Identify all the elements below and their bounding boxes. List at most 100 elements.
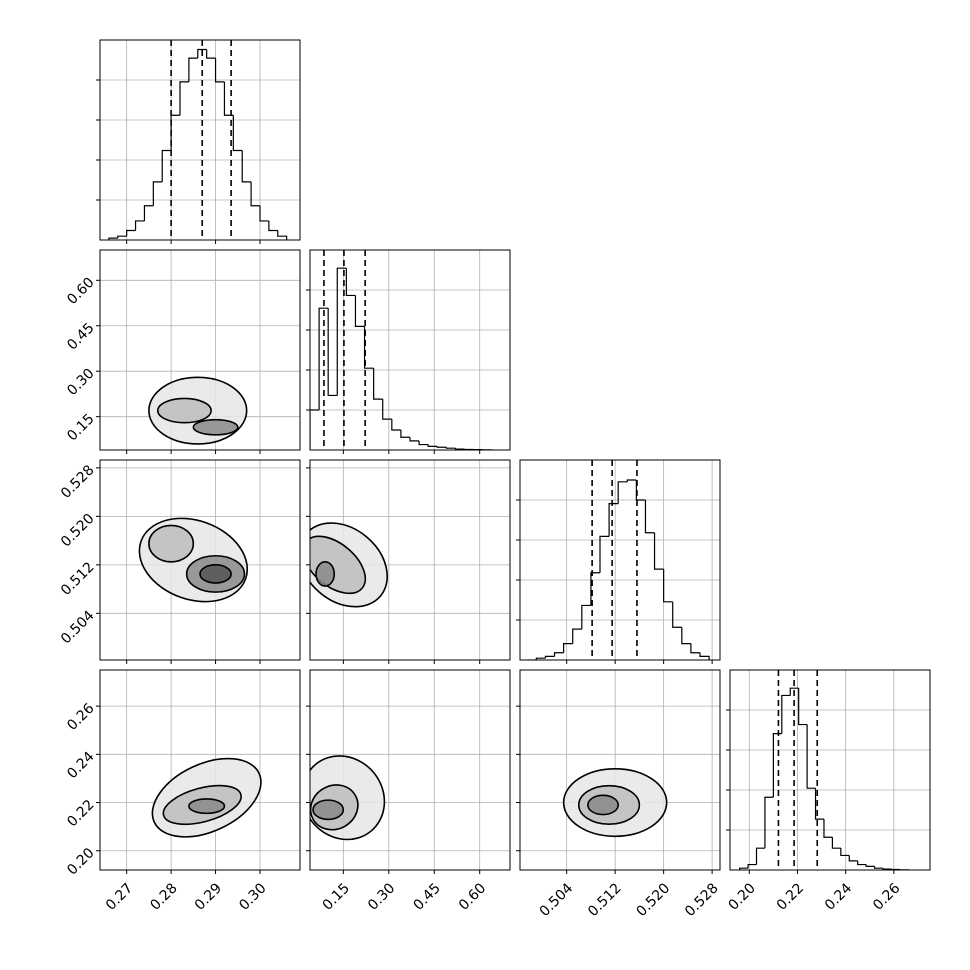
hist-bin — [318, 307, 329, 410]
hist-bin — [391, 419, 401, 431]
panel-frame — [99, 669, 301, 871]
hist-bin — [250, 181, 260, 207]
contour — [138, 517, 249, 603]
panel-frame — [519, 459, 721, 661]
x-tick-label: 0.30 — [365, 880, 398, 913]
x-tick-label: 0.30 — [236, 880, 269, 913]
hist-bin — [535, 657, 546, 660]
hist-bin — [268, 220, 278, 232]
contour — [587, 794, 619, 816]
hist-bin — [188, 57, 198, 82]
x-tick-label: 0.60 — [456, 880, 489, 913]
hist-bin — [197, 48, 207, 59]
x-tick-label: 0.512 — [585, 880, 625, 920]
panel-frame — [99, 459, 301, 661]
hist-bin — [563, 643, 573, 653]
x-tick-label: 0.27 — [103, 880, 136, 913]
panel — [100, 670, 300, 870]
y-tick-label: 0.512 — [58, 559, 98, 599]
x-tick-label: 0.15 — [320, 880, 353, 913]
hist-bin — [259, 205, 269, 222]
y-tick-label: 0.504 — [58, 608, 98, 648]
hist-bin — [672, 601, 682, 628]
hist-bin — [608, 503, 619, 537]
hist-bin — [789, 687, 799, 696]
hist-bin — [179, 81, 189, 116]
hist-bin — [617, 481, 628, 504]
hist-bin — [747, 863, 757, 869]
y-tick-label: 0.24 — [64, 749, 97, 782]
hist-bin — [143, 205, 154, 221]
panel — [520, 670, 720, 870]
contour — [148, 524, 195, 563]
hist-bin — [798, 688, 808, 726]
hist-bin — [599, 535, 610, 573]
hist-bin — [108, 237, 118, 240]
hist-bin — [814, 788, 824, 820]
panel-frame — [309, 669, 511, 871]
hist-bin — [626, 479, 637, 482]
hist-bin — [409, 437, 420, 442]
panel-frame — [519, 669, 721, 871]
hist-bin — [581, 604, 591, 630]
hist-bin — [134, 220, 145, 231]
hist-bin — [400, 430, 410, 438]
hist-bin — [653, 532, 664, 570]
x-tick-label: 0.528 — [682, 880, 722, 920]
hist-bin — [781, 694, 791, 734]
hist-bin — [310, 409, 320, 450]
hist-bin — [544, 655, 555, 659]
hist-bin — [690, 643, 700, 654]
hist-bin — [117, 235, 127, 239]
hist-bin — [882, 868, 892, 870]
x-tick-label: 0.45 — [410, 880, 443, 913]
hist-bin — [126, 229, 136, 237]
hist-bin — [857, 860, 867, 866]
hist-bin — [345, 268, 356, 297]
hist-bin — [840, 848, 850, 857]
hist-bin — [427, 444, 438, 447]
x-tick-label: 0.28 — [147, 880, 180, 913]
hist-bin — [445, 447, 456, 449]
hist-bin — [170, 114, 180, 151]
hist-bin — [873, 866, 884, 869]
panel-frame — [309, 459, 511, 661]
y-tick-label: 0.30 — [64, 366, 97, 399]
hist-bin — [848, 855, 858, 862]
hist-bin — [418, 440, 429, 446]
hist-bin — [572, 628, 582, 644]
hist-bin — [214, 58, 225, 83]
x-tick-label: 0.29 — [192, 880, 225, 913]
hist-bin — [823, 819, 833, 838]
contour — [156, 397, 212, 424]
y-tick-label: 0.26 — [64, 700, 97, 733]
hist-bin — [232, 115, 243, 152]
contour — [315, 561, 336, 587]
contour — [312, 799, 345, 821]
panel-frame — [99, 39, 301, 241]
y-tick-label: 0.45 — [64, 320, 97, 353]
panel-frame — [729, 669, 931, 871]
hist-bin — [241, 150, 252, 183]
hist-bin — [772, 733, 782, 798]
hist-bin — [223, 81, 234, 116]
panel — [100, 40, 300, 240]
contour — [188, 798, 226, 815]
hist-bin — [436, 446, 447, 448]
hist-bin — [277, 230, 288, 240]
panel — [520, 460, 720, 660]
hist-bin — [699, 652, 710, 660]
hist-bin — [553, 652, 564, 657]
panel — [310, 250, 510, 450]
x-tick-label: 0.520 — [634, 880, 674, 920]
hist-bin — [644, 500, 655, 534]
panel-frame — [309, 249, 511, 451]
panel — [730, 670, 930, 870]
panel — [100, 250, 300, 450]
contour — [192, 418, 239, 436]
hist-bin — [806, 724, 816, 789]
hist-bin — [354, 295, 365, 327]
contour — [199, 564, 232, 584]
